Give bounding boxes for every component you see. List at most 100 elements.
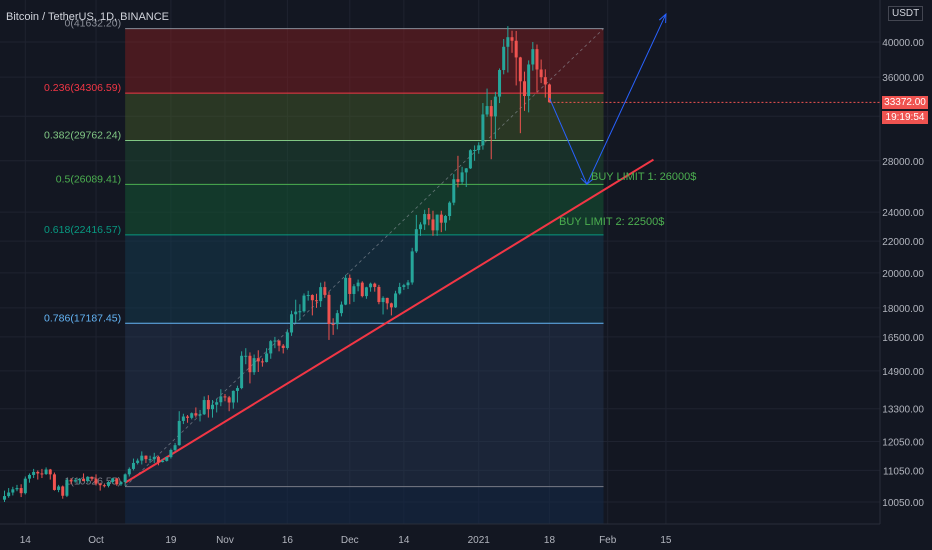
candle-body: [3, 496, 6, 500]
fibonacci-retracement[interactable]: 0(41632.20) 0.236(34306.59) 0.382(29762.24…: [44, 18, 604, 524]
candle-body: [356, 282, 360, 287]
chart-title: Bitcoin / TetherUS, 1D, BINANCE: [6, 11, 170, 23]
candle-body: [169, 449, 173, 458]
buy-limit-1-label: BUY LIMIT 1: 26000$: [591, 171, 696, 183]
candle-body: [410, 251, 414, 283]
currency-label[interactable]: USDT: [888, 6, 924, 21]
candle-body: [252, 358, 256, 373]
candle-body: [244, 355, 248, 357]
candle-body: [369, 283, 373, 288]
price-tick-label: 36000.00: [882, 73, 924, 84]
candle-body: [523, 81, 526, 97]
candle-body: [389, 303, 393, 308]
candle-body: [23, 478, 27, 494]
candle-body: [452, 179, 456, 203]
candle-body: [398, 286, 402, 294]
time-tick-label: 19: [165, 535, 177, 546]
candle-body: [493, 96, 497, 117]
fib-level-label: 1(10526.55): [64, 476, 121, 488]
candle-body: [94, 478, 98, 484]
candle-body: [235, 388, 239, 391]
projection-turn-marker: [580, 177, 594, 185]
trendline-layer[interactable]: [124, 158, 654, 484]
fib-level-label: 0.786(17187.45): [44, 312, 121, 324]
time-tick-label: 16: [282, 535, 294, 546]
candle-body: [310, 295, 314, 301]
fib-band: [125, 323, 604, 487]
candle-body: [510, 37, 514, 41]
candle-body: [281, 345, 285, 348]
candle-body: [177, 420, 181, 446]
candle-body: [194, 413, 198, 416]
candle-body: [248, 355, 252, 373]
fib-level-label: 0(41632.20): [64, 18, 121, 30]
candle-body: [111, 478, 115, 483]
candle-body: [419, 224, 422, 230]
candle-body: [215, 402, 219, 405]
candle-body: [344, 277, 348, 305]
candle-body: [285, 332, 289, 348]
price-tick-label: 40000.00: [882, 38, 924, 49]
candle-body: [319, 287, 323, 302]
current-price-tag: 33372.00: [882, 96, 928, 109]
projection-layer[interactable]: BUY LIMIT 1: 26000$ BUY LIMIT 2: 22500$: [549, 12, 880, 228]
candle-body: [119, 482, 123, 485]
candle-body: [402, 285, 406, 287]
fib-level-label: 0.5(26089.41): [56, 173, 121, 185]
time-tick-label: 2021: [468, 535, 491, 546]
candle-body: [102, 485, 106, 487]
candle-body: [206, 400, 210, 410]
candle-body: [219, 396, 223, 403]
candle-body: [273, 340, 277, 342]
candle-body: [477, 145, 481, 151]
time-axis[interactable]: 14 Oct 19 Nov 16 Dec 14 2021 18 Feb 15: [0, 523, 932, 550]
price-tick-label: 13300.00: [882, 405, 924, 416]
candle-body: [256, 358, 260, 362]
candle-body: [44, 469, 48, 475]
candle-body: [32, 471, 36, 475]
candle-body: [539, 69, 543, 78]
candle-body: [385, 297, 389, 304]
candle-body: [140, 455, 144, 461]
price-tick-label: 11050.00: [883, 466, 924, 477]
candle-body: [527, 64, 531, 97]
candle-body: [348, 277, 352, 294]
candle-body: [198, 414, 202, 416]
price-tick-label: 28000.00: [882, 157, 924, 168]
candle-body: [352, 286, 356, 294]
candle-body: [460, 172, 464, 182]
time-tick-label: 18: [544, 535, 556, 546]
candle-body: [443, 216, 447, 223]
candle-body: [327, 294, 331, 325]
candle-body: [27, 474, 31, 479]
candle-body: [48, 469, 52, 475]
candle-body: [240, 355, 244, 389]
candle-body: [7, 492, 11, 497]
candle-body: [73, 480, 77, 482]
candle-body: [61, 486, 65, 496]
price-tick-label: 22000.00: [882, 237, 924, 248]
fib-band: [125, 93, 604, 141]
candle-body: [547, 84, 551, 103]
candle-body: [335, 313, 339, 325]
price-axis[interactable]: 40000.0036000.0032000.0028000.0024000.00…: [879, 0, 932, 550]
price-axis-bg: [880, 0, 932, 550]
candle-body: [394, 293, 398, 308]
countdown-tag: 19:19:54: [882, 111, 928, 124]
candle-body: [265, 353, 269, 363]
price-tick-label: 14900.00: [882, 367, 924, 378]
candle-body: [52, 474, 56, 490]
candle-body: [165, 457, 169, 461]
candle-body: [156, 456, 160, 463]
candle-body: [435, 214, 439, 231]
candle-body: [294, 311, 298, 315]
candle-body: [57, 486, 61, 490]
candle-body: [485, 106, 489, 115]
candle-body: [423, 214, 427, 225]
candle-body: [481, 114, 485, 146]
fib-band: [125, 184, 604, 235]
price-tick-label: 10050.00: [882, 498, 924, 509]
candle-body: [260, 361, 264, 363]
candle-body: [535, 49, 539, 70]
